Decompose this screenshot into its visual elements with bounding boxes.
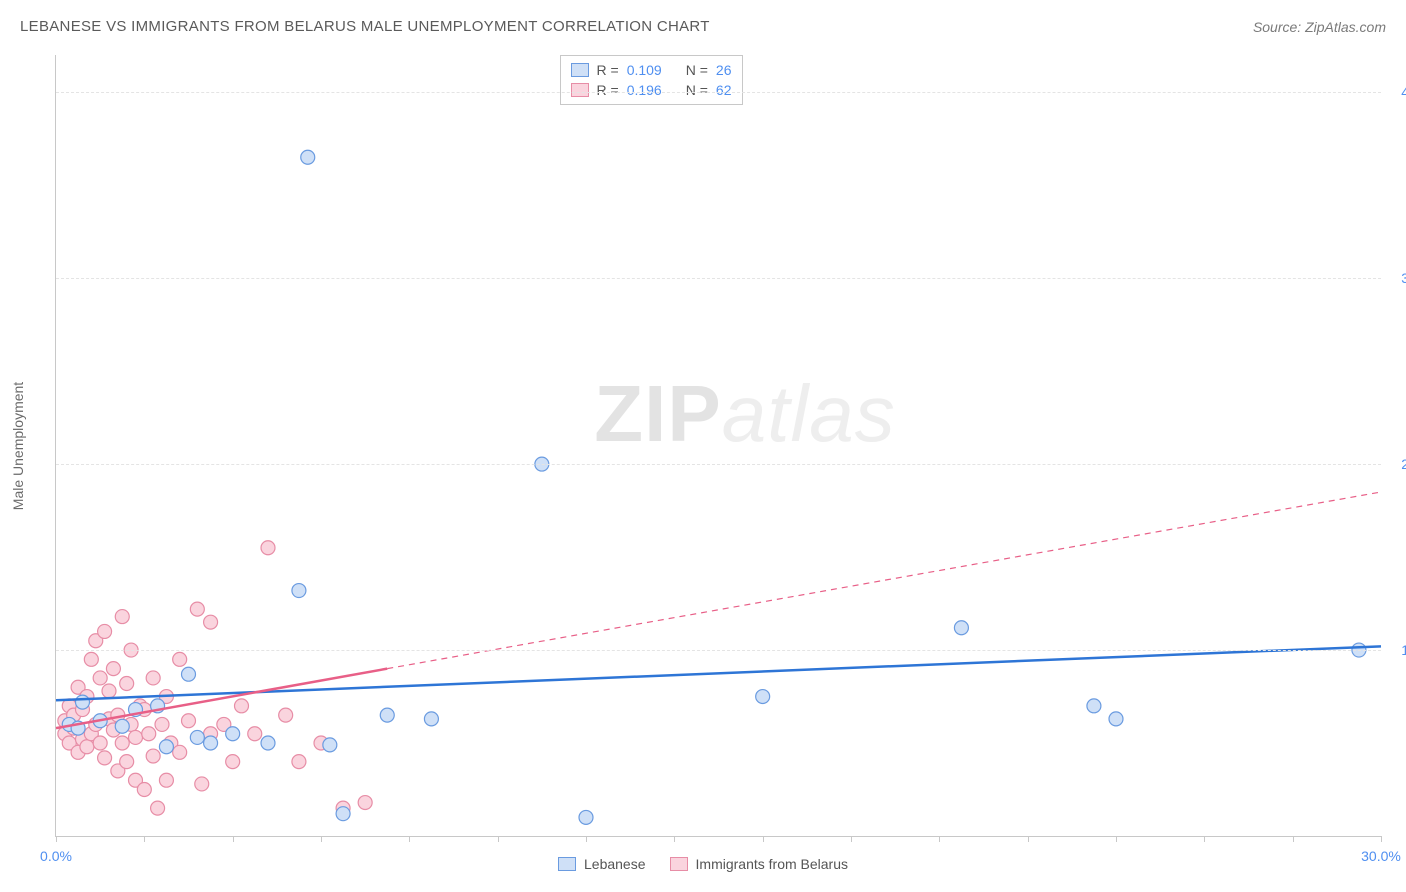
y-axis-label: Male Unemployment bbox=[10, 382, 26, 510]
xtick bbox=[851, 836, 852, 842]
xtick bbox=[763, 836, 764, 842]
source-label: Source: ZipAtlas.com bbox=[1253, 19, 1386, 35]
data-point bbox=[84, 652, 98, 666]
data-point bbox=[120, 677, 134, 691]
data-point bbox=[190, 602, 204, 616]
gridline bbox=[56, 278, 1381, 279]
data-point bbox=[173, 745, 187, 759]
data-point bbox=[159, 740, 173, 754]
gridline bbox=[56, 650, 1381, 651]
data-point bbox=[226, 727, 240, 741]
data-point bbox=[173, 652, 187, 666]
xtick bbox=[1028, 836, 1029, 842]
data-point bbox=[279, 708, 293, 722]
data-point bbox=[204, 615, 218, 629]
data-point bbox=[195, 777, 209, 791]
trend-line-pink-dashed bbox=[387, 492, 1381, 669]
chart-title: LEBANESE VS IMMIGRANTS FROM BELARUS MALE… bbox=[20, 18, 710, 35]
data-point bbox=[120, 755, 134, 769]
xtick-label: 0.0% bbox=[40, 848, 72, 864]
data-point bbox=[76, 695, 90, 709]
xtick bbox=[409, 836, 410, 842]
gridline bbox=[56, 464, 1381, 465]
data-point bbox=[129, 730, 143, 744]
xtick bbox=[1381, 836, 1382, 842]
data-point bbox=[102, 684, 116, 698]
blue-swatch-icon bbox=[558, 857, 576, 871]
scatter-plot-svg bbox=[56, 55, 1381, 836]
xtick bbox=[1293, 836, 1294, 842]
legend-row-blue: R = 0.109 N = 26 bbox=[571, 60, 732, 80]
data-point bbox=[261, 736, 275, 750]
xtick-label: 30.0% bbox=[1361, 848, 1401, 864]
data-point bbox=[380, 708, 394, 722]
data-point bbox=[98, 624, 112, 638]
data-point bbox=[1087, 699, 1101, 713]
data-point bbox=[1109, 712, 1123, 726]
ytick-label: 40.0% bbox=[1386, 84, 1406, 100]
data-point bbox=[424, 712, 438, 726]
ytick-label: 20.0% bbox=[1386, 456, 1406, 472]
correlation-legend: R = 0.109 N = 26 R = 0.196 N = 62 bbox=[560, 55, 743, 105]
xtick bbox=[1204, 836, 1205, 842]
plot-area: ZIPatlas R = 0.109 N = 26 R = 0.196 N = … bbox=[55, 55, 1381, 837]
legend-item-blue: Lebanese bbox=[558, 856, 646, 872]
data-point bbox=[142, 727, 156, 741]
xtick bbox=[1116, 836, 1117, 842]
xtick bbox=[674, 836, 675, 842]
data-point bbox=[248, 727, 262, 741]
data-point bbox=[182, 667, 196, 681]
data-point bbox=[159, 773, 173, 787]
data-point bbox=[93, 671, 107, 685]
legend-row-pink: R = 0.196 N = 62 bbox=[571, 80, 732, 100]
data-point bbox=[182, 714, 196, 728]
xtick bbox=[586, 836, 587, 842]
data-point bbox=[115, 719, 129, 733]
data-point bbox=[235, 699, 249, 713]
data-point bbox=[151, 801, 165, 815]
pink-swatch-icon bbox=[571, 83, 589, 97]
data-point bbox=[226, 755, 240, 769]
xtick bbox=[939, 836, 940, 842]
data-point bbox=[146, 749, 160, 763]
data-point bbox=[358, 796, 372, 810]
xtick bbox=[321, 836, 322, 842]
data-point bbox=[756, 690, 770, 704]
xtick bbox=[144, 836, 145, 842]
data-point bbox=[93, 736, 107, 750]
ytick-label: 10.0% bbox=[1386, 642, 1406, 658]
data-point bbox=[190, 730, 204, 744]
data-point bbox=[579, 810, 593, 824]
chart-container: ZIPatlas R = 0.109 N = 26 R = 0.196 N = … bbox=[55, 55, 1381, 837]
xtick bbox=[56, 836, 57, 842]
data-point bbox=[301, 150, 315, 164]
legend-item-pink: Immigrants from Belarus bbox=[670, 856, 848, 872]
data-point bbox=[98, 751, 112, 765]
ytick-label: 30.0% bbox=[1386, 270, 1406, 286]
data-point bbox=[115, 736, 129, 750]
data-point bbox=[115, 610, 129, 624]
xtick bbox=[498, 836, 499, 842]
data-point bbox=[336, 807, 350, 821]
blue-swatch-icon bbox=[571, 63, 589, 77]
series-legend: Lebanese Immigrants from Belarus bbox=[558, 856, 848, 872]
data-point bbox=[323, 738, 337, 752]
data-point bbox=[954, 621, 968, 635]
xtick bbox=[233, 836, 234, 842]
data-point bbox=[106, 662, 120, 676]
data-point bbox=[146, 671, 160, 685]
data-point bbox=[137, 783, 151, 797]
data-point bbox=[292, 755, 306, 769]
data-point bbox=[204, 736, 218, 750]
data-point bbox=[80, 740, 94, 754]
data-point bbox=[261, 541, 275, 555]
gridline bbox=[56, 92, 1381, 93]
data-point bbox=[155, 717, 169, 731]
pink-swatch-icon bbox=[670, 857, 688, 871]
data-point bbox=[292, 584, 306, 598]
